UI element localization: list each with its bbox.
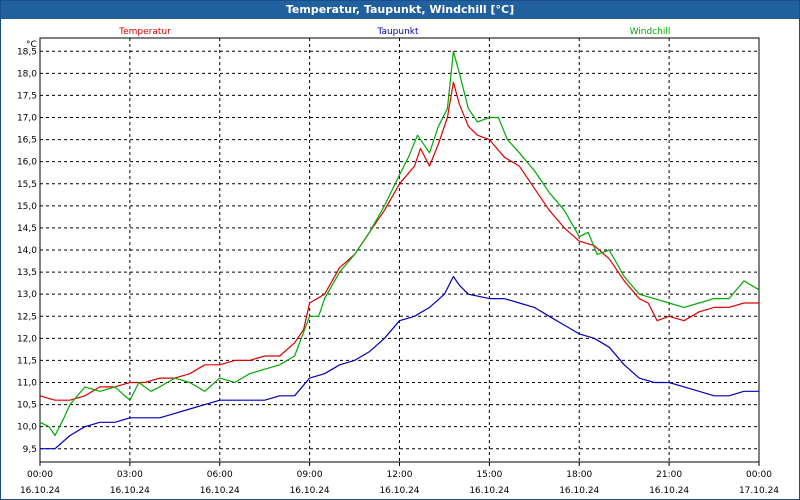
x-tick-date: 16.10.24 bbox=[20, 486, 60, 496]
legend-windchill: Windchill bbox=[630, 27, 671, 37]
y-tick-label: 15,0 bbox=[17, 202, 37, 212]
x-tick-time: 21:00 bbox=[656, 470, 682, 480]
series-line-taupunkt bbox=[40, 275, 759, 450]
y-tick-label: 14,0 bbox=[17, 246, 37, 256]
y-tick-label: 17,0 bbox=[17, 114, 37, 124]
y-tick-label: 16,0 bbox=[17, 158, 37, 168]
x-tick-labels: 00:00 16.10.24 03:00 16.10.24 06:00 16.10.24 0… bbox=[20, 470, 779, 496]
legend: Temperatur Taupunkt Windchill bbox=[118, 27, 670, 37]
chart-title: Temperatur, Taupunkt, Windchill [°C] bbox=[1, 1, 799, 19]
axes bbox=[39, 37, 760, 466]
x-tick-date: 16.10.24 bbox=[649, 486, 689, 496]
x-tick-date: 16.10.24 bbox=[200, 486, 240, 496]
x-tick-date: 17.10.24 bbox=[739, 486, 779, 496]
y-tick-label: 9,5 bbox=[23, 445, 37, 455]
x-tick-date: 16.10.24 bbox=[379, 486, 419, 496]
y-tick-label: 15,5 bbox=[17, 180, 37, 190]
series-lines bbox=[39, 50, 760, 450]
x-tick-time: 09:00 bbox=[297, 470, 323, 480]
y-tick-label: 13,5 bbox=[17, 268, 37, 278]
y-tick-label: 12,5 bbox=[17, 312, 37, 322]
y-tick-labels: 9,5 10,0 10,5 11,0 11,5 12,0 12,5 13,0 13,5 14,0 1… bbox=[17, 47, 37, 455]
x-tick-time: 00:00 bbox=[746, 470, 772, 480]
legend-temperatur: Temperatur bbox=[118, 27, 171, 37]
series-line-windchill bbox=[39, 50, 760, 437]
grid bbox=[40, 38, 759, 462]
x-tick-time: 15:00 bbox=[476, 470, 502, 480]
y-tick-label: 18,0 bbox=[17, 69, 37, 79]
x-tick-time: 18:00 bbox=[566, 470, 592, 480]
x-tick-time: 06:00 bbox=[207, 470, 233, 480]
x-tick-date: 16.10.24 bbox=[469, 486, 509, 496]
x-tick-time: 00:00 bbox=[27, 470, 53, 480]
y-axis-unit: °C bbox=[26, 40, 37, 50]
legend-taupunkt: Taupunkt bbox=[376, 27, 419, 37]
y-tick-label: 12,0 bbox=[17, 334, 37, 344]
x-tick-time: 03:00 bbox=[117, 470, 143, 480]
y-tick-label: 13,0 bbox=[17, 290, 37, 300]
y-tick-label: 10,0 bbox=[17, 423, 37, 433]
y-tick-label: 18,5 bbox=[17, 47, 37, 57]
plot-frame bbox=[39, 37, 760, 463]
x-tick-date: 16.10.24 bbox=[559, 486, 599, 496]
y-tick-label: 17,5 bbox=[17, 91, 37, 101]
x-tick-date: 16.10.24 bbox=[290, 486, 330, 496]
x-tick-time: 12:00 bbox=[387, 470, 413, 480]
y-tick-label: 11,5 bbox=[17, 356, 37, 366]
x-tick-date: 16.10.24 bbox=[110, 486, 150, 496]
y-tick-label: 11,0 bbox=[17, 379, 37, 389]
y-tick-label: 10,5 bbox=[17, 401, 37, 411]
y-tick-label: 16,5 bbox=[17, 136, 37, 146]
y-tick-label: 14,5 bbox=[17, 224, 37, 234]
